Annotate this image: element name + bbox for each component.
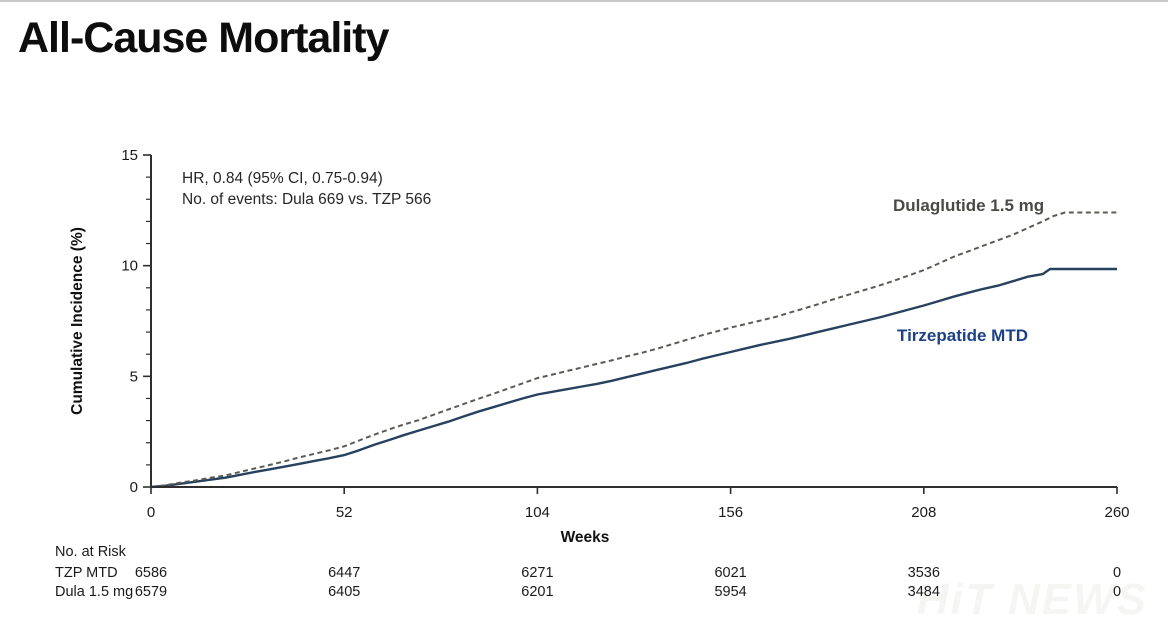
- x-tick-label: 208: [911, 504, 936, 521]
- series-label-dula: Dulaglutide 1.5 mg: [893, 196, 1044, 215]
- risk-value-dula-1-5-mg-w260: 0: [1113, 584, 1121, 600]
- risk-value-tzp-mtd-w104: 6271: [521, 565, 553, 581]
- risk-value-tzp-mtd-w0: 6586: [135, 565, 167, 581]
- curve-tzp: [150, 267, 1117, 489]
- risk-value-tzp-mtd-w208: 3536: [908, 565, 940, 581]
- series-label-tzp: Tirzepatide MTD: [897, 326, 1028, 345]
- annotation-hr: HR, 0.84 (95% CI, 0.75-0.94): [182, 170, 383, 187]
- risk-value-dula-1-5-mg-w104: 6201: [521, 584, 553, 600]
- annotation-events: No. of events: Dula 669 vs. TZP 566: [182, 191, 431, 208]
- y-tick-label: 5: [130, 368, 138, 385]
- x-tick-label: 156: [718, 504, 743, 521]
- risk-value-dula-1-5-mg-w52: 6405: [328, 584, 360, 600]
- risk-table-header: No. at Risk: [55, 544, 127, 560]
- curve-dula: [150, 211, 1117, 488]
- x-tick-label: 0: [147, 504, 155, 521]
- y-tick-label: 10: [121, 258, 138, 275]
- x-tick-label: 260: [1104, 504, 1129, 521]
- y-tick-label: 15: [121, 147, 138, 164]
- risk-value-tzp-mtd-w52: 6447: [328, 565, 360, 581]
- risk-row-label-dula: Dula 1.5 mg: [55, 584, 133, 600]
- top-border-line: [0, 0, 1168, 2]
- x-tick-label: 104: [525, 504, 550, 521]
- risk-value-dula-1-5-mg-w156: 5954: [714, 584, 746, 600]
- x-axis-label: Weeks: [561, 529, 610, 546]
- risk-row-label-tzp: TZP MTD: [55, 565, 118, 581]
- y-tick-label: 0: [130, 479, 138, 496]
- risk-value-tzp-mtd-w156: 6021: [714, 565, 746, 581]
- x-tick-label: 52: [336, 504, 353, 521]
- watermark: HiT NEWS: [916, 575, 1148, 624]
- risk-value-tzp-mtd-w260: 0: [1113, 565, 1121, 581]
- risk-value-dula-1-5-mg-w0: 6579: [135, 584, 167, 600]
- y-axis-label: Cumulative Incidence (%): [69, 227, 86, 415]
- page-title: All-Cause Mortality: [18, 14, 389, 62]
- risk-value-dula-1-5-mg-w208: 3484: [908, 584, 940, 600]
